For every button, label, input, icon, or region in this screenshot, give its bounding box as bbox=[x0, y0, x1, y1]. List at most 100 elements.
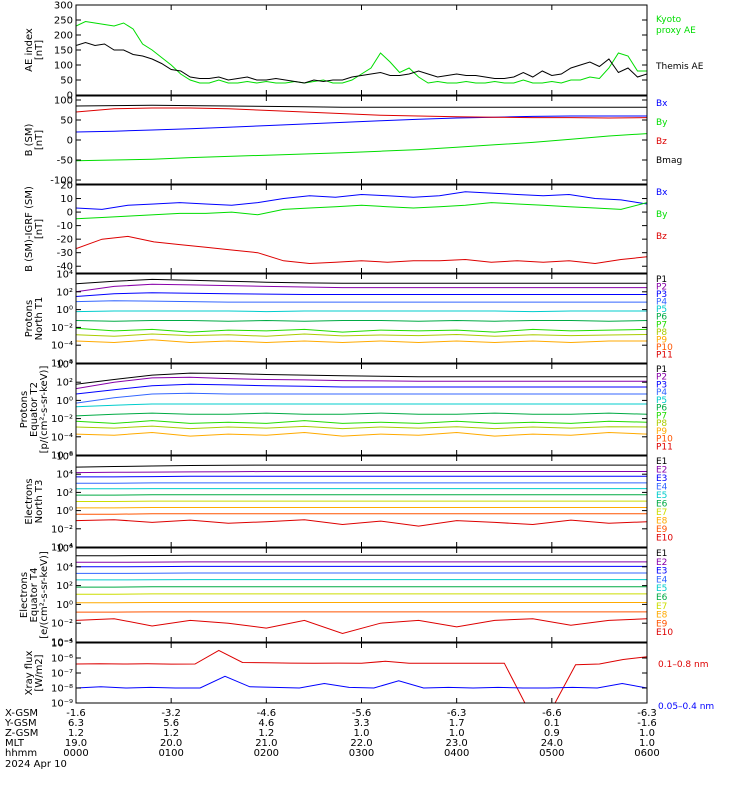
series-line bbox=[76, 519, 647, 527]
series-line bbox=[76, 20, 647, 84]
y-tick-label: 10⁶ bbox=[56, 452, 73, 463]
legend-label: E6 bbox=[656, 500, 668, 510]
series-line bbox=[76, 431, 647, 437]
legend-label: E7 bbox=[656, 508, 667, 518]
legend-label: 0.1–0.8 nm bbox=[658, 660, 708, 670]
series-line bbox=[76, 104, 647, 108]
legend-label: P10 bbox=[656, 343, 673, 353]
footer-value: 1.2 bbox=[163, 728, 179, 739]
legend-label: P1 bbox=[656, 275, 667, 285]
y-axis-label: [p/(cm²-s-sr-keV)] bbox=[39, 366, 50, 454]
y-axis-label: [nT] bbox=[34, 40, 45, 60]
footer-value: 0100 bbox=[158, 748, 183, 759]
legend-label: E1 bbox=[656, 549, 667, 559]
panel-5: 10⁴ 10² 10⁰ 10⁻² 10⁻⁴ 10⁻⁶ Protons Equator T2 [p… bbox=[19, 360, 673, 462]
footer-value: 0300 bbox=[349, 748, 374, 759]
series-line bbox=[76, 115, 647, 133]
legend-label: P5 bbox=[656, 396, 667, 406]
legend-label: Kyoto bbox=[656, 15, 682, 25]
footer-value: 0600 bbox=[634, 748, 659, 759]
legend-label: E9 bbox=[656, 619, 668, 629]
footer-value: 22.0 bbox=[350, 738, 372, 749]
y-tick-label: 0 bbox=[67, 136, 73, 147]
series-group bbox=[76, 191, 647, 265]
y-tick-label: 10⁻⁶ bbox=[51, 451, 73, 462]
series-line bbox=[76, 300, 647, 303]
y-axis-label: Equator T2 bbox=[29, 382, 40, 437]
y-tick-label: 10² bbox=[56, 378, 73, 389]
footer-value: 19.0 bbox=[65, 738, 87, 749]
legend-label: P9 bbox=[656, 427, 667, 437]
legend-label: P11 bbox=[656, 350, 673, 360]
y-tick-label: 10⁻⁴ bbox=[51, 341, 73, 352]
y-tick-label: 10⁻⁹ bbox=[51, 699, 73, 710]
y-axis-label: B (SM)-IGRF (SM) bbox=[24, 186, 35, 272]
footer-value: 4.6 bbox=[258, 718, 274, 729]
series-line bbox=[76, 333, 647, 337]
legend-label: P7 bbox=[656, 411, 667, 421]
legend-label: P7 bbox=[656, 320, 667, 330]
series-group bbox=[76, 104, 647, 162]
footer-value: 20.0 bbox=[160, 738, 182, 749]
series-line bbox=[76, 292, 647, 297]
legend-label: E3 bbox=[656, 474, 667, 484]
footer-row-label: hhmm bbox=[5, 748, 37, 759]
y-tick-label: 10⁻⁴ bbox=[51, 638, 73, 649]
footer-value: -3.2 bbox=[161, 708, 181, 719]
y-tick-label: -10 bbox=[57, 221, 73, 232]
footer-value: -6.3 bbox=[637, 708, 657, 719]
y-tick-label: 10⁴ bbox=[56, 360, 73, 371]
y-tick-label: -40 bbox=[57, 262, 73, 273]
footer-value: 0500 bbox=[539, 748, 564, 759]
y-tick-label: 100 bbox=[54, 61, 73, 72]
y-axis-label: [W/m2] bbox=[34, 654, 45, 691]
legend-label: E4 bbox=[656, 575, 668, 585]
footer-value: -1.6 bbox=[66, 708, 86, 719]
y-tick-label: -100 bbox=[50, 176, 73, 187]
y-tick-label: 10⁻⁴ bbox=[51, 432, 73, 443]
series-line bbox=[76, 327, 647, 333]
y-axis-label: Equator T4 bbox=[29, 568, 40, 623]
series-line bbox=[76, 133, 647, 162]
footer-value: 0.9 bbox=[544, 728, 560, 739]
legend-label: P6 bbox=[656, 404, 667, 414]
y-tick-label: 300 bbox=[54, 1, 73, 12]
footer-value: -1.6 bbox=[637, 718, 657, 729]
legend-label: P1 bbox=[656, 365, 667, 375]
footer-value: 1.0 bbox=[639, 728, 655, 739]
legend-label: Themis AE bbox=[655, 62, 704, 72]
series-line bbox=[76, 339, 647, 344]
legend-label: E1 bbox=[656, 457, 667, 467]
y-tick-label: 10⁰ bbox=[56, 396, 73, 407]
y-tick-label: 10⁻⁴ bbox=[51, 543, 73, 554]
legend-label: Bz bbox=[656, 137, 667, 147]
footer-value: 3.3 bbox=[354, 718, 370, 729]
y-tick-label: -20 bbox=[57, 235, 73, 246]
footer: X-GSM -1.6 -3.2 -4.6 -5.6 -6.3 -6.6 -6.3 Y-GSM 6.… bbox=[4, 708, 660, 770]
panel-4: 10⁴ 10² 10⁰ 10⁻² 10⁻⁴ 10⁻⁶ Protons North T1 P1P2… bbox=[24, 270, 673, 370]
y-tick-label: 10⁴ bbox=[56, 270, 73, 281]
footer-value: -4.6 bbox=[257, 708, 277, 719]
y-axis-label: Xray flux bbox=[24, 651, 35, 696]
legend-label: P4 bbox=[656, 388, 667, 398]
y-tick-label: 10² bbox=[56, 287, 73, 298]
y-axis-label: [nT] bbox=[34, 219, 45, 239]
legend-label: E8 bbox=[656, 517, 668, 527]
y-tick-label: 50 bbox=[60, 116, 73, 127]
series-line bbox=[76, 202, 647, 220]
series-line bbox=[76, 372, 647, 385]
series-group bbox=[76, 278, 647, 344]
panel-3: 20 10 0 -10 -20 -30 -40 B (SM)-IGRF (SM) [nT] Bx B… bbox=[24, 181, 668, 274]
series-line bbox=[76, 319, 647, 322]
legend-label: P8 bbox=[656, 328, 667, 338]
series-line bbox=[76, 425, 647, 430]
y-tick-label: 150 bbox=[54, 46, 73, 57]
series-line bbox=[76, 310, 647, 313]
footer-value: 0.1 bbox=[544, 718, 560, 729]
legend-label: P4 bbox=[656, 298, 667, 308]
y-tick-label: 10⁰ bbox=[56, 600, 73, 611]
legend-label: E5 bbox=[656, 491, 667, 501]
footer-value: -5.6 bbox=[352, 708, 372, 719]
